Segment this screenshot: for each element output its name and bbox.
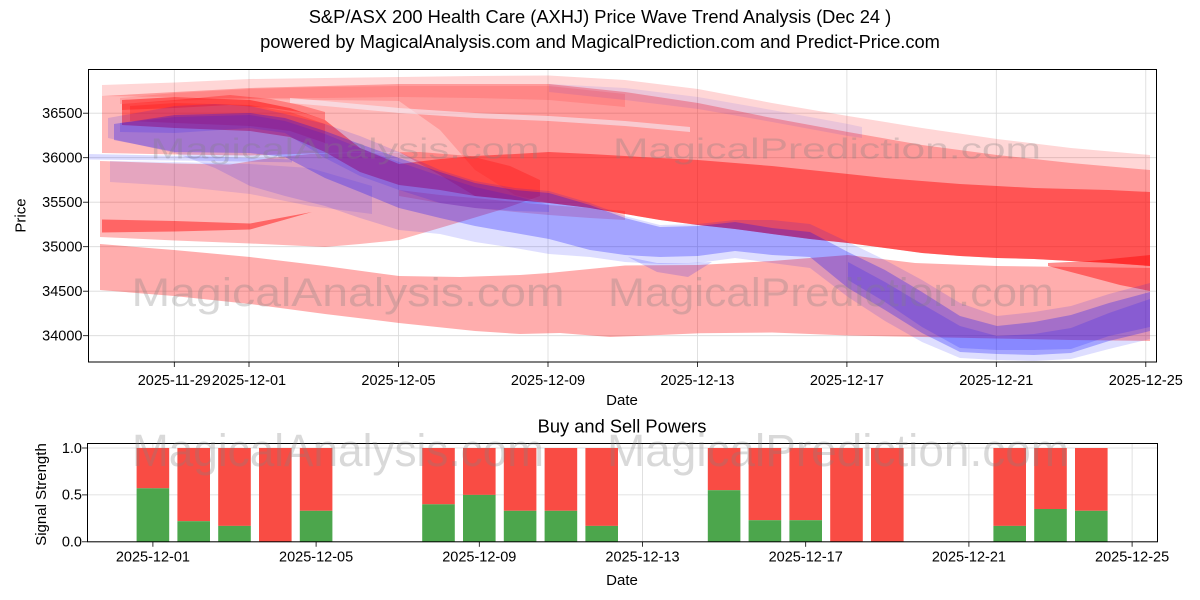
svg-text:2025-12-05: 2025-12-05 (361, 373, 435, 389)
svg-text:2025-12-25: 2025-12-25 (1109, 373, 1183, 389)
svg-text:MagicalAnalysis.com: MagicalAnalysis.com (132, 425, 544, 476)
svg-text:MagicalAnalysis.com: MagicalAnalysis.com (132, 271, 565, 315)
svg-text:MagicalPrediction.com: MagicalPrediction.com (607, 425, 1069, 476)
svg-text:2025-12-13: 2025-12-13 (605, 550, 679, 566)
svg-text:powered by MagicalAnalysis.com: powered by MagicalAnalysis.com and Magic… (260, 31, 940, 52)
svg-text:Signal Strength: Signal Strength (33, 443, 50, 546)
svg-text:2025-12-13: 2025-12-13 (660, 373, 734, 389)
svg-text:2025-12-25: 2025-12-25 (1095, 550, 1169, 566)
svg-text:Buy and Sell Powers: Buy and Sell Powers (538, 416, 707, 437)
svg-text:Price: Price (13, 198, 30, 232)
svg-text:MagicalPrediction.com: MagicalPrediction.com (608, 271, 1054, 315)
svg-text:0.5: 0.5 (62, 488, 82, 504)
svg-text:2025-12-01: 2025-12-01 (116, 550, 190, 566)
svg-text:34000: 34000 (42, 329, 82, 345)
svg-text:0.0: 0.0 (62, 535, 82, 551)
svg-text:36500: 36500 (42, 106, 82, 122)
svg-text:2025-12-17: 2025-12-17 (810, 373, 884, 389)
svg-text:35500: 35500 (42, 195, 82, 211)
svg-text:2025-12-01: 2025-12-01 (212, 373, 286, 389)
svg-text:35000: 35000 (42, 240, 82, 256)
svg-text:MagicalAnalysis.com: MagicalAnalysis.com (151, 134, 540, 166)
svg-text:36000: 36000 (42, 151, 82, 167)
svg-text:2025-12-21: 2025-12-21 (959, 373, 1033, 389)
svg-text:1.0: 1.0 (62, 441, 82, 457)
svg-text:Date: Date (606, 572, 638, 589)
svg-text:2025-12-21: 2025-12-21 (932, 550, 1006, 566)
svg-text:S&P/ASX 200 Health Care (AXHJ): S&P/ASX 200 Health Care (AXHJ) Price Wav… (309, 6, 892, 27)
svg-text:2025-12-09: 2025-12-09 (442, 550, 516, 566)
svg-text:2025-11-29: 2025-11-29 (138, 373, 211, 389)
svg-text:MagicalPrediction.com: MagicalPrediction.com (613, 134, 1041, 166)
svg-text:Date: Date (606, 392, 638, 409)
svg-text:2025-12-05: 2025-12-05 (279, 550, 353, 566)
svg-text:2025-12-09: 2025-12-09 (511, 373, 585, 389)
svg-text:2025-12-17: 2025-12-17 (769, 550, 843, 566)
svg-text:34500: 34500 (42, 284, 82, 300)
